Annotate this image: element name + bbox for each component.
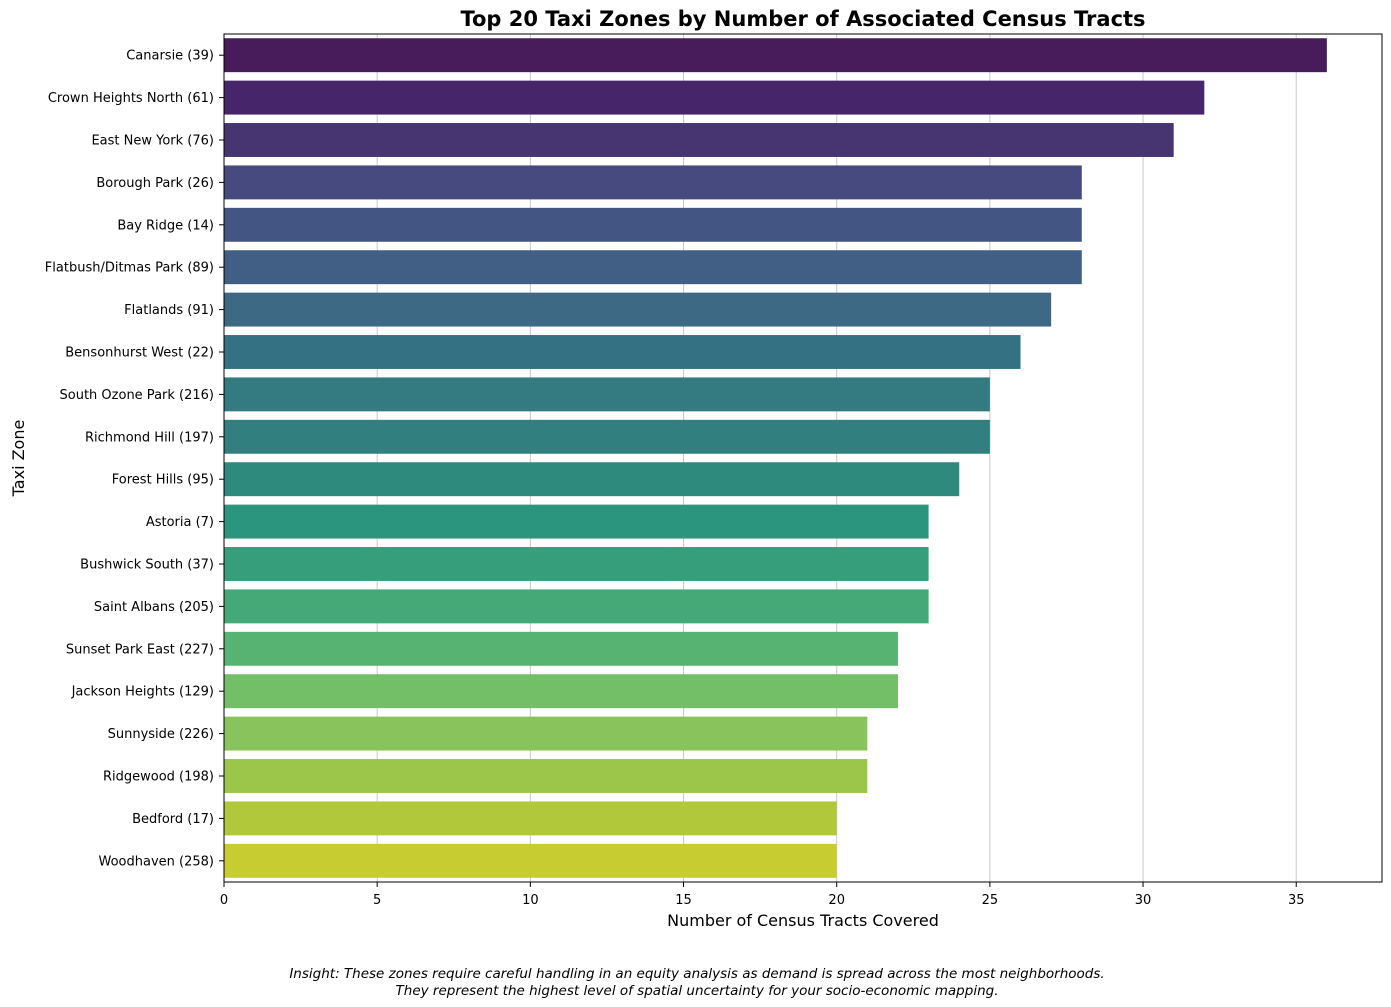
bar — [224, 292, 1052, 327]
x-tick-label: 30 — [1135, 893, 1152, 908]
x-tick-label: 25 — [982, 893, 999, 908]
y-tick-label: Bensonhurst West (22) — [65, 346, 214, 361]
x-tick-label: 15 — [675, 893, 692, 908]
y-tick-label: Woodhaven (258) — [99, 854, 214, 869]
bar — [224, 207, 1082, 242]
x-tick-label: 0 — [220, 893, 228, 908]
y-tick-label: Richmond Hill (197) — [85, 430, 214, 445]
bar — [224, 123, 1174, 157]
bar — [224, 843, 837, 878]
y-tick-label: Saint Albans (205) — [94, 600, 214, 615]
bar — [224, 716, 868, 751]
bar — [224, 547, 929, 581]
x-tick-label: 5 — [373, 893, 381, 908]
y-tick-label: Jackson Heights (129) — [71, 685, 214, 700]
y-tick-label: Bushwick South (37) — [80, 558, 214, 573]
y-axis-label: Taxi Zone — [9, 420, 28, 498]
bar — [224, 504, 929, 539]
x-tick-label: 35 — [1288, 893, 1305, 908]
y-tick-label: Forest Hills (95) — [112, 473, 214, 488]
y-tick-label: East New York (76) — [91, 134, 214, 149]
bar — [224, 377, 990, 412]
bar — [224, 631, 898, 666]
y-tick-label: Canarsie (39) — [126, 49, 214, 64]
y-tick-label: South Ozone Park (216) — [60, 388, 214, 403]
insight-line-2: They represent the highest level of spat… — [396, 983, 999, 999]
y-tick-label: Astoria (7) — [146, 515, 214, 530]
bar — [224, 38, 1327, 73]
y-tick-label: Flatlands (91) — [124, 303, 214, 318]
chart-title: Top 20 Taxi Zones by Number of Associate… — [460, 7, 1145, 31]
y-tick-label: Bedford (17) — [132, 812, 214, 827]
y-tick-label: Bay Ridge (14) — [117, 218, 214, 233]
x-tick-label: 20 — [828, 893, 845, 908]
y-tick-label: Borough Park (26) — [96, 176, 214, 191]
bar — [224, 759, 868, 793]
bars — [224, 38, 1327, 878]
y-tick-label: Sunset Park East (227) — [66, 642, 214, 657]
bar — [224, 250, 1082, 285]
gridlines — [376, 34, 1297, 882]
bar — [224, 419, 990, 454]
bar — [224, 335, 1021, 369]
bar — [224, 165, 1082, 200]
bar — [224, 462, 960, 497]
insight-line-1: Insight: These zones require careful han… — [289, 966, 1104, 982]
bar — [224, 674, 898, 709]
plot-frame — [223, 33, 1383, 883]
x-tick-label: 10 — [522, 893, 539, 908]
bar — [224, 589, 929, 624]
bar — [224, 801, 837, 836]
y-tick-label: Crown Heights North (61) — [48, 91, 214, 106]
y-axis-ticks: Canarsie (39) Crown Heights North (61) Eas… — [45, 49, 224, 869]
y-tick-label: Sunnyside (226) — [108, 727, 214, 742]
y-tick-label: Flatbush/Ditmas Park (89) — [45, 261, 214, 276]
y-tick-label: Ridgewood (198) — [103, 770, 214, 785]
bar — [224, 80, 1205, 115]
x-axis-label: Number of Census Tracts Covered — [667, 911, 939, 930]
x-axis-ticks: 0 5 10 15 20 25 30 35 — [220, 882, 1305, 908]
